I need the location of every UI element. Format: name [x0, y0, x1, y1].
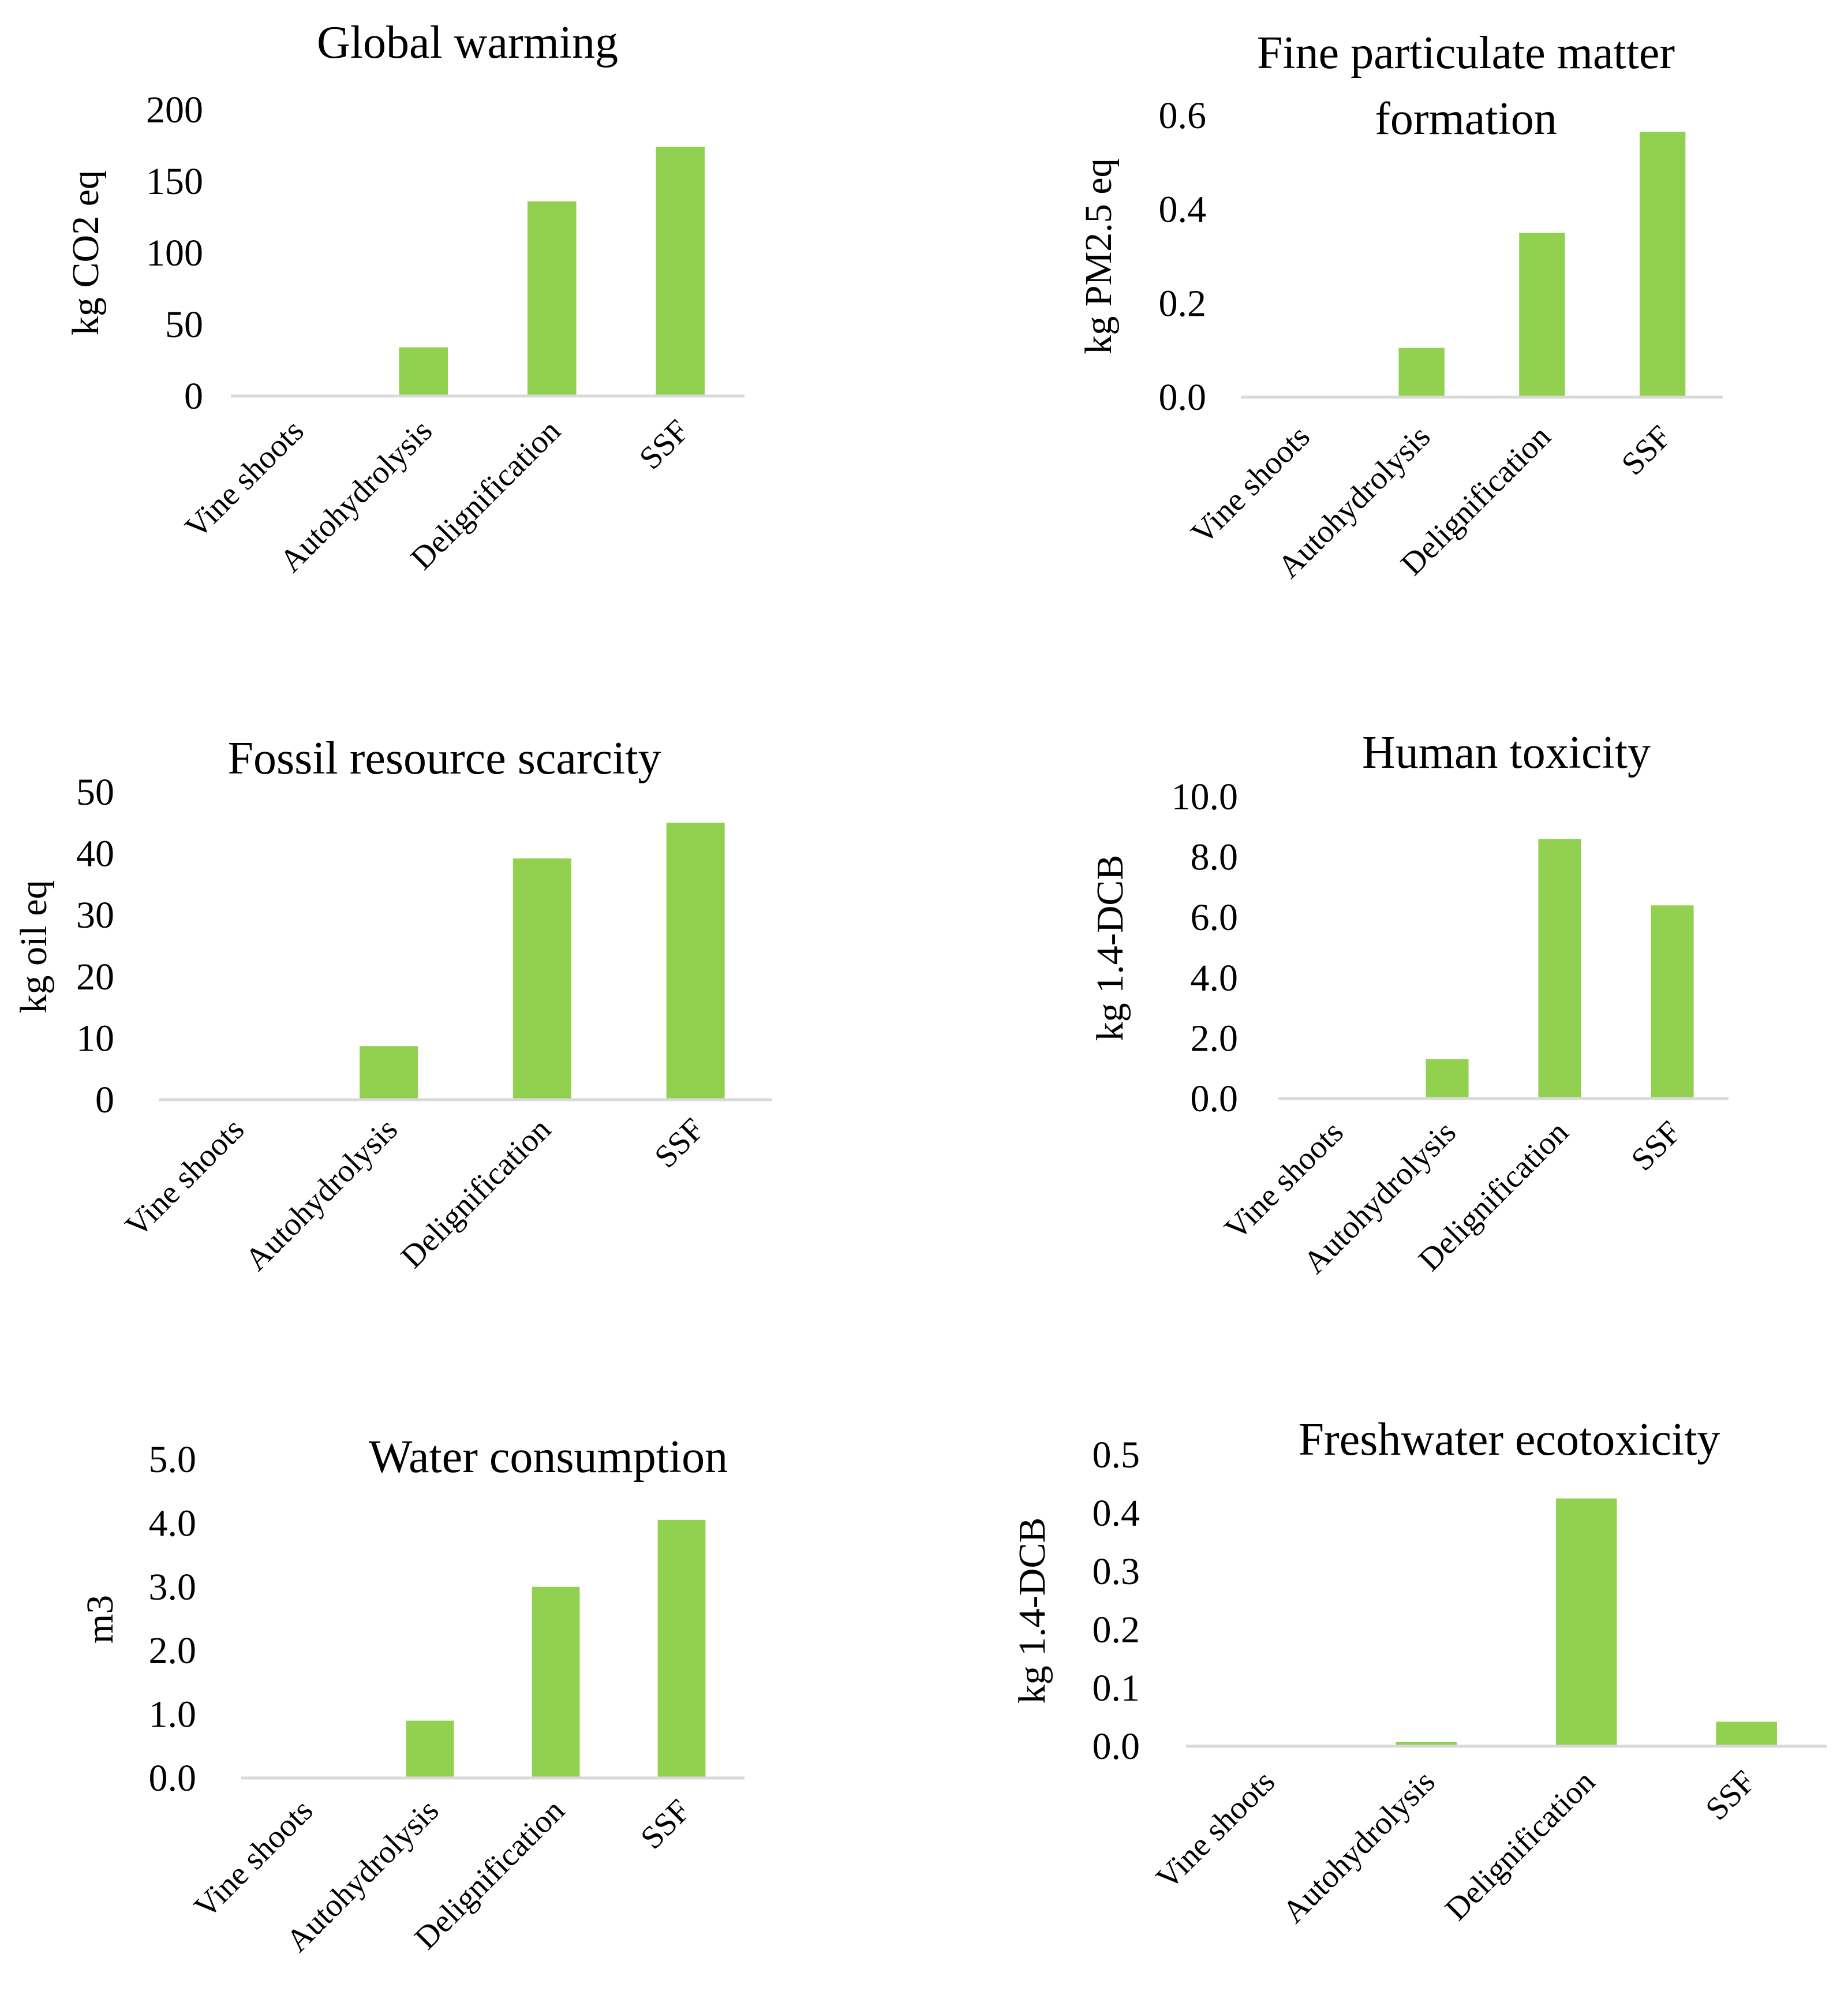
y-axis-label: kg PM2.5 eq: [1078, 158, 1120, 354]
chart-title-text: Freshwater ecotoxicity: [1299, 1414, 1720, 1465]
x-tick-label: Vine shoots: [1184, 419, 1317, 551]
y-tick-label: 0.1: [1093, 1667, 1140, 1709]
y-tick-label: 200: [146, 89, 203, 131]
y-tick-label: 5.0: [149, 1439, 197, 1481]
y-tick-label: 3.0: [149, 1566, 197, 1608]
x-tick-label: Autohydrolysis: [238, 1111, 405, 1277]
x-tick-label: Vine shoots: [188, 1792, 320, 1925]
y-tick-label: 0.5: [1093, 1434, 1140, 1476]
bar-autohydrolysis: [406, 1720, 454, 1778]
y-tick-label: 10: [76, 1017, 114, 1059]
y-tick-label: 8.0: [1191, 836, 1239, 879]
x-tick-label: SSF: [1699, 1764, 1763, 1827]
y-tick-label: 50: [165, 304, 203, 346]
x-tick-label: SSF: [1615, 419, 1678, 482]
bar-delignification: [1519, 233, 1565, 397]
chart-title-text: Human toxicity: [1362, 727, 1651, 778]
y-tick-label: 40: [76, 833, 114, 875]
bar-ssf: [656, 147, 705, 397]
bar-ssf: [1651, 905, 1694, 1099]
y-axis-label: kg oil eq: [13, 880, 55, 1014]
y-tick-label: 2.0: [1191, 1017, 1239, 1059]
x-tick-label: SSF: [648, 1111, 711, 1175]
chart-title: Human toxicity: [1362, 727, 1651, 778]
bar-delignification: [527, 201, 577, 396]
x-tick-label: Delignification: [394, 1111, 558, 1275]
chart-title: Fossil resource scarcity: [228, 733, 661, 784]
x-tick-label: Vine shoots: [1149, 1764, 1282, 1896]
y-tick-label: 0.6: [1159, 95, 1207, 137]
y-tick-label: 0: [184, 375, 203, 417]
x-tick-label: Vine shoots: [119, 1111, 252, 1244]
chart-panel-6: Freshwater ecotoxicity kg 1.4-DCB 0.0 0.1 0.…: [1011, 1414, 1827, 1930]
y-axis-label: kg 1.4-DCB: [1011, 1518, 1053, 1704]
y-tick-label: 0.0: [149, 1757, 197, 1799]
chart-title: Fine particulate matter formation: [1257, 28, 1675, 144]
chart-title-text: Water consumption: [369, 1432, 728, 1482]
chart-panel-5: Water consumption m3 0.0 1.0 2.0 3.0 4.0 5.0 Vin…: [79, 1432, 745, 1959]
y-tick-label: 50: [76, 771, 114, 813]
y-axis-label: kg 1.4-DCB: [1089, 855, 1131, 1041]
y-tick-label: 100: [146, 232, 203, 274]
y-tick-label: 4.0: [149, 1502, 197, 1544]
y-tick-label: 10.0: [1172, 776, 1239, 818]
chart-title: Water consumption: [369, 1432, 728, 1482]
y-tick-label: 0.3: [1093, 1551, 1140, 1593]
bar-ssf: [666, 823, 725, 1100]
y-tick-label: 0: [95, 1079, 114, 1121]
bar-autohydrolysis: [1396, 1742, 1457, 1746]
y-axis-label: kg CO2 eq: [65, 170, 107, 335]
bar-delignification: [1538, 839, 1581, 1099]
y-tick-label: 0.4: [1093, 1492, 1140, 1534]
y-tick-label: 1.0: [149, 1694, 197, 1736]
x-tick-label: SSF: [1625, 1114, 1688, 1178]
bar-autohydrolysis: [1426, 1059, 1469, 1099]
bar-autohydrolysis: [399, 347, 448, 396]
y-tick-label: 0.2: [1159, 282, 1207, 324]
x-tick-label: Delignification: [1438, 1764, 1602, 1927]
y-tick-label: 2.0: [149, 1630, 197, 1672]
y-tick-label: 0.0: [1191, 1078, 1239, 1120]
x-tick-label: Autohydrolysis: [1275, 1764, 1442, 1930]
x-tick-label: SSF: [633, 413, 696, 476]
x-tick-label: Vine shoots: [178, 413, 311, 546]
bar-autohydrolysis: [1398, 348, 1445, 397]
bar-delignification: [532, 1586, 580, 1778]
bar-ssf: [657, 1519, 706, 1778]
chart-title-line-1: Fine particulate matter: [1257, 28, 1675, 79]
y-axis-label: m3: [79, 1595, 121, 1643]
chart-title-text: Global warming: [317, 17, 618, 68]
y-tick-label: 30: [76, 894, 114, 936]
bar-autohydrolysis: [360, 1046, 418, 1100]
y-tick-label: 20: [76, 956, 114, 998]
y-tick-label: 150: [146, 160, 203, 203]
y-tick-label: 6.0: [1191, 896, 1239, 939]
chart-panel-1: Global warming kg CO2 eq 0 50 100 150 200 Vine …: [65, 17, 745, 579]
chart-panel-3: Fossil resource scarcity kg oil eq 0 10 20 30…: [13, 733, 772, 1277]
bar-ssf: [1716, 1721, 1777, 1746]
chart-panel-2: Fine particulate matter formation kg PM2.5…: [1078, 28, 1723, 585]
chart-title: Global warming: [317, 17, 618, 68]
bar-delignification: [512, 858, 571, 1100]
bar-ssf: [1639, 132, 1686, 397]
chart-title: Freshwater ecotoxicity: [1299, 1414, 1720, 1465]
y-tick-label: 0.0: [1093, 1725, 1140, 1768]
chart-title-text: Fossil resource scarcity: [228, 733, 661, 784]
y-tick-label: 0.2: [1093, 1609, 1140, 1651]
y-tick-label: 0.4: [1159, 189, 1207, 231]
bar-delignification: [1556, 1498, 1617, 1746]
chart-panel-4: Human toxicity kg 1.4-DCB 0.0 2.0 4.0 6.0 8.0 1…: [1089, 727, 1729, 1280]
y-tick-label: 4.0: [1191, 957, 1239, 999]
y-tick-label: 0.0: [1159, 376, 1207, 419]
x-tick-label: SSF: [634, 1792, 697, 1856]
chart-title-line-2: formation: [1375, 94, 1557, 144]
